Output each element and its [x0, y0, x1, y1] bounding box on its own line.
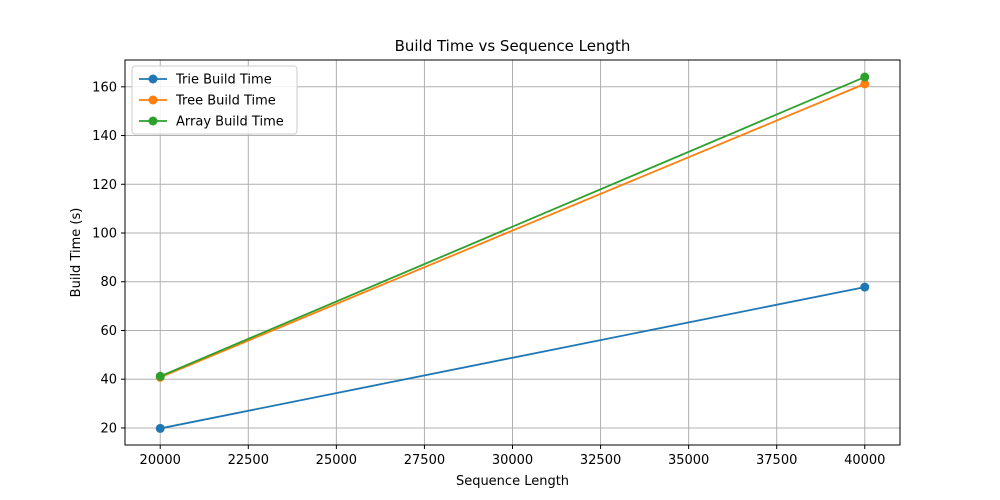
y-ticks: 20 40 60 80 100 120 140 160: [92, 80, 125, 436]
series-line-array-build-time: [159, 76, 866, 378]
x-tick-label: 35000: [668, 453, 709, 468]
y-tick-label: 20: [100, 421, 117, 436]
y-tick-label: 40: [100, 373, 117, 388]
legend-entry-tree-build-time: Tree Build Time: [139, 94, 276, 109]
x-tick-label: 40000: [844, 453, 885, 468]
legend: Trie Build Time Tree Build Time Array Buil…: [131, 65, 298, 135]
y-tick-label: 100: [92, 227, 117, 242]
y-tick-label: 140: [92, 129, 117, 144]
series-line-trie-build-time: [160, 286, 865, 430]
y-tick-label: 160: [92, 80, 117, 95]
y-tick-label: 80: [100, 275, 117, 290]
x-tick-label: 32500: [580, 453, 621, 468]
x-ticks: 20000 22500 25000 27500 30000 32500 35000 37500…: [140, 445, 885, 468]
data-point-array-build-time: [155, 371, 165, 381]
legend-entry-array-build-time: Array Build Time: [139, 115, 284, 130]
data-point-trie-build-time: [155, 423, 165, 433]
legend-swatch-marker: [148, 74, 158, 84]
x-tick-label: 37500: [756, 453, 797, 468]
series-line-tree-build-time: [159, 83, 866, 379]
x-axis-label: Sequence Length: [456, 474, 569, 489]
x-tick-label: 22500: [228, 453, 269, 468]
y-tick-label: 60: [100, 324, 117, 339]
series-layer: [155, 72, 870, 433]
grid: [125, 60, 900, 445]
legend-label: Tree Build Time: [175, 94, 276, 109]
data-point-trie-build-time: [860, 282, 870, 292]
legend-swatch-marker: [148, 116, 158, 126]
x-tick-label: 20000: [140, 453, 181, 468]
y-tick-label: 120: [92, 178, 117, 193]
x-tick-label: 27500: [404, 453, 445, 468]
data-point-tree-build-time: [860, 79, 870, 89]
x-tick-label: 30000: [492, 453, 533, 468]
legend-box: [131, 65, 298, 135]
legend-entry-trie-build-time: Trie Build Time: [139, 73, 272, 88]
legend-label: Array Build Time: [176, 115, 284, 130]
data-point-array-build-time: [860, 72, 870, 82]
legend-swatch-marker: [148, 95, 158, 105]
chart-title: Build Time vs Sequence Length: [395, 37, 631, 55]
y-axis-label: Build Time (s): [69, 208, 84, 298]
legend-label: Trie Build Time: [175, 73, 272, 88]
x-tick-label: 25000: [316, 453, 357, 468]
